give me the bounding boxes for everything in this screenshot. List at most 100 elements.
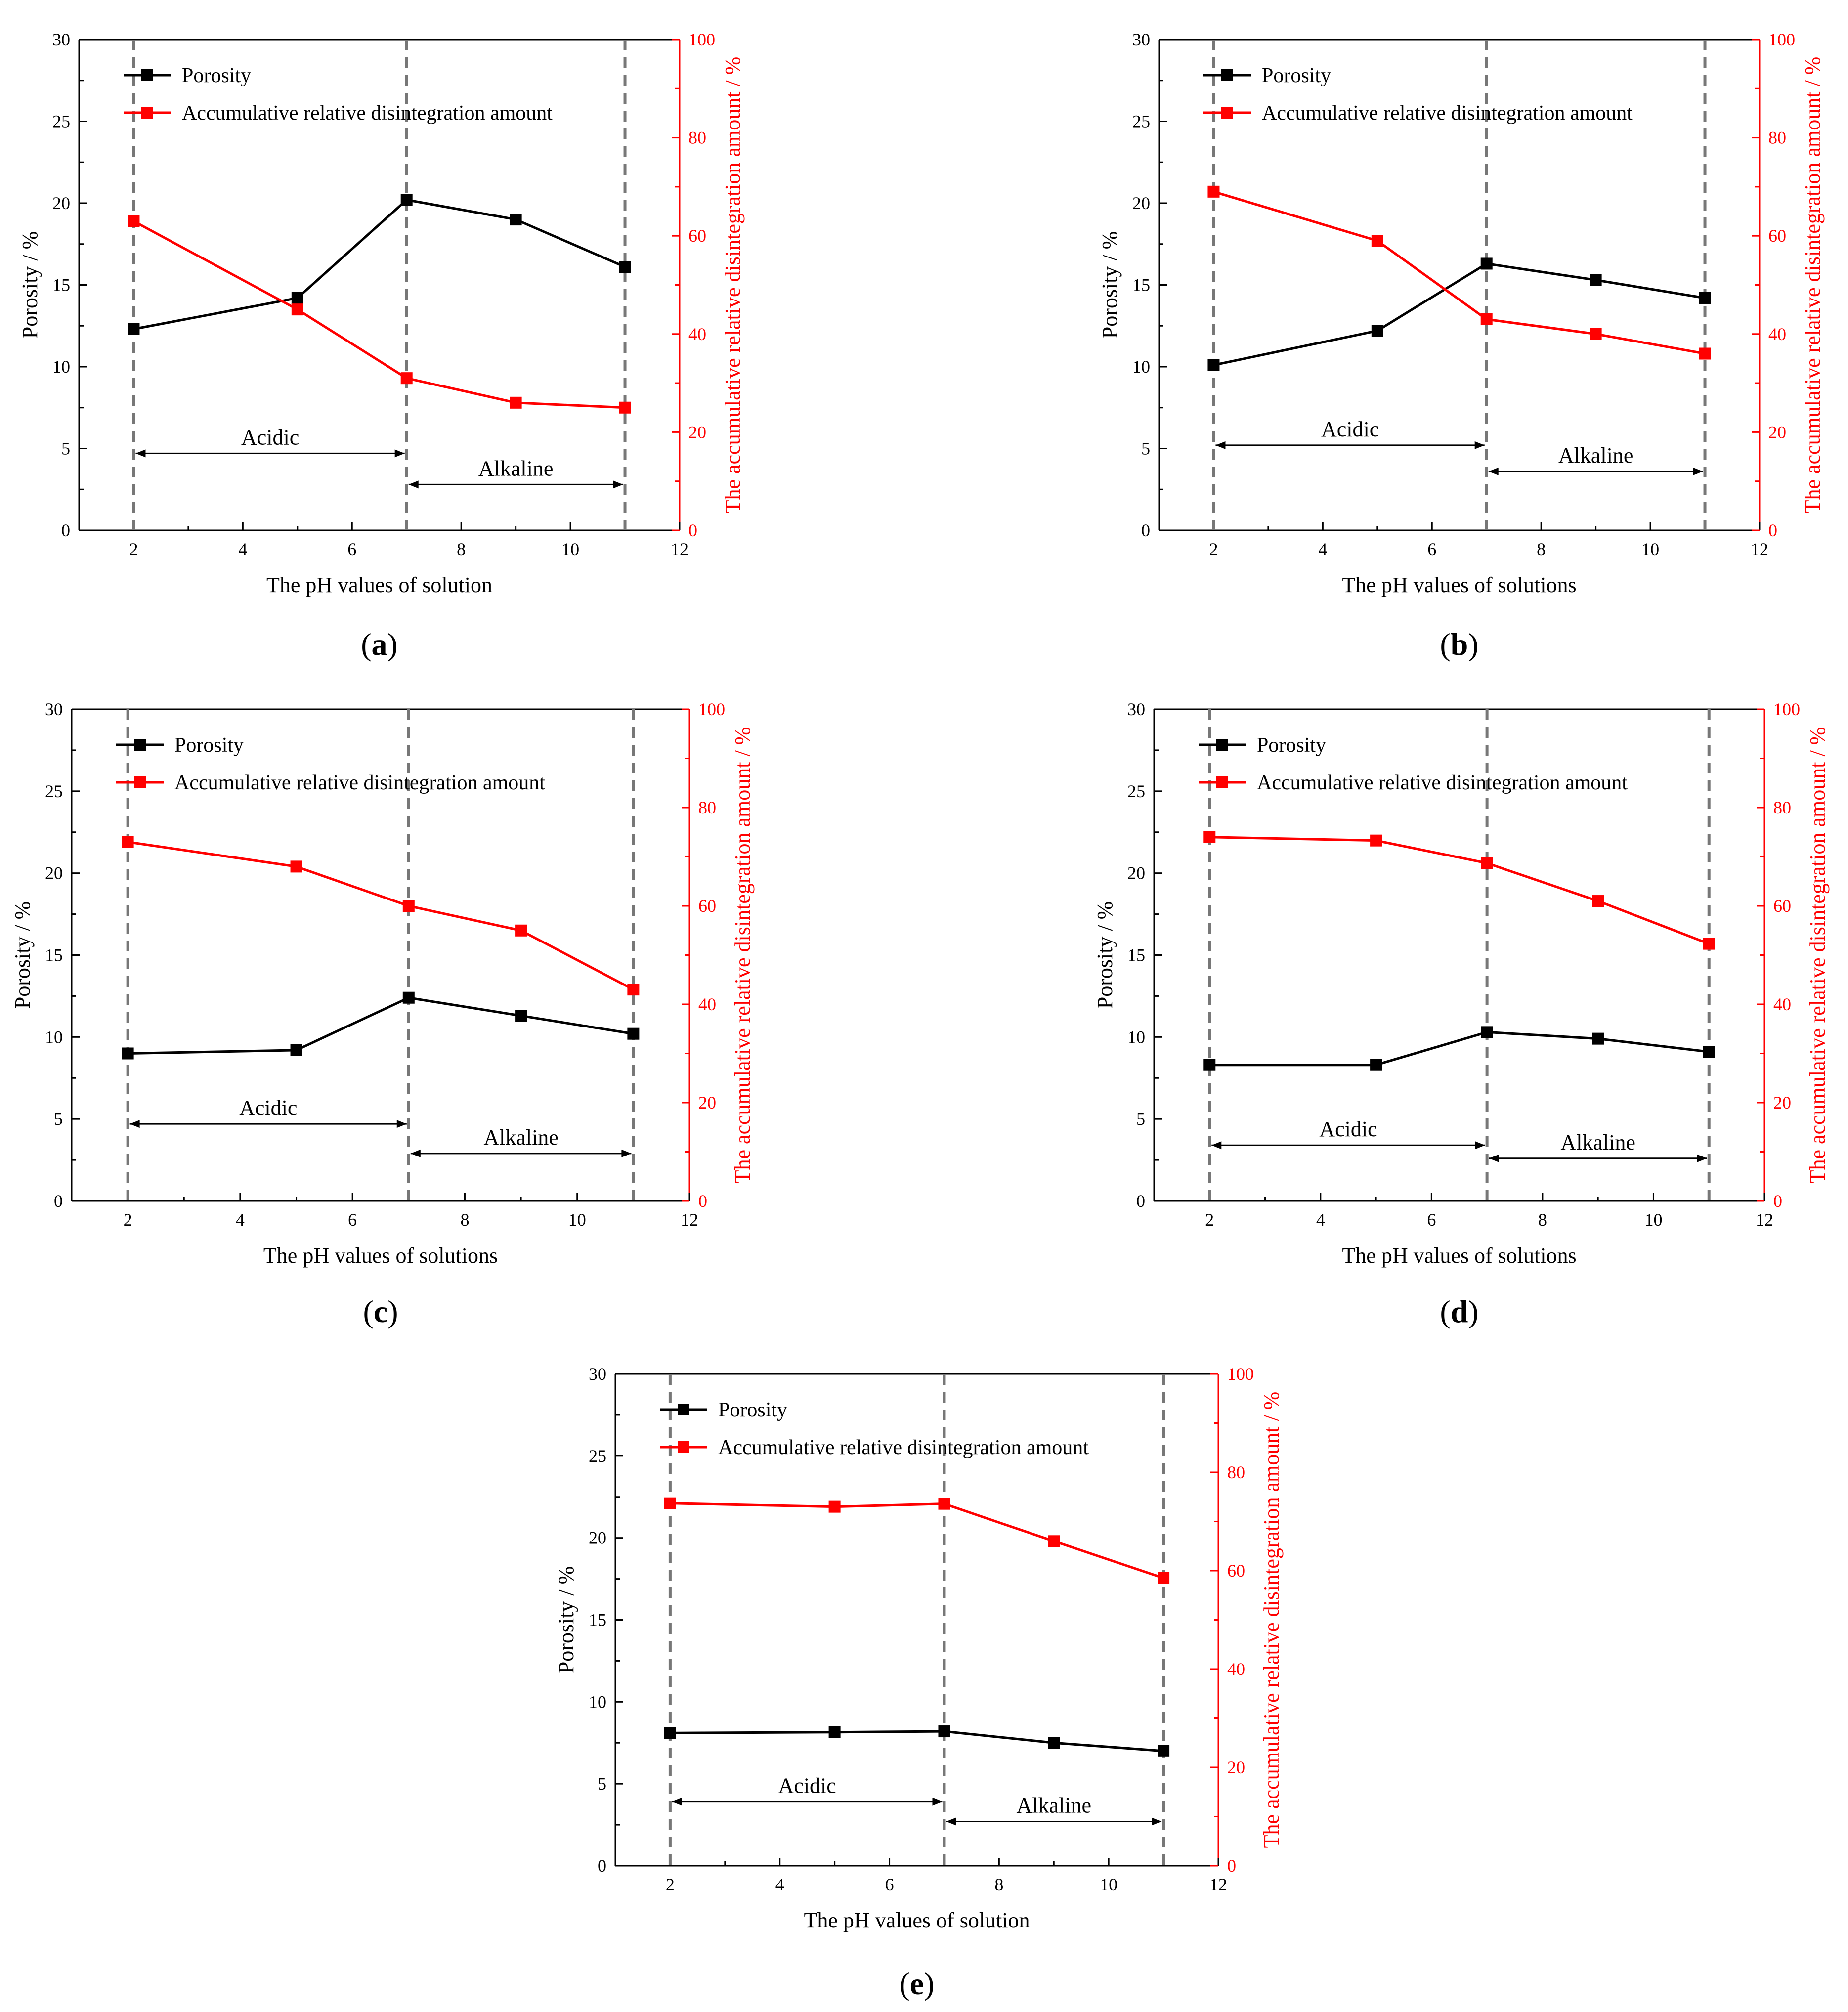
data-point-disintegration [1703,938,1715,950]
panel-label: (a) [361,627,398,662]
y2-tick-label: 0 [1227,1856,1236,1876]
x-tick-label: 6 [348,1210,357,1230]
y2-tick-label: 40 [688,324,706,344]
y2-tick-label: 100 [698,699,725,719]
data-point-porosity [1207,359,1220,371]
y2-axis-title: The accumulative relative disintegration… [721,57,745,514]
x-tick-label: 2 [129,539,138,559]
y2-axis-title: The accumulative relative disintegration… [1259,1392,1284,1848]
legend-marker [1216,776,1228,788]
y2-axis-title: The accumulative relative disintegration… [1805,727,1830,1184]
region-label: Alkaline [478,456,554,480]
x-tick-label: 4 [1316,1210,1325,1230]
legend-label: Porosity [1262,64,1331,87]
y-tick-label: 5 [1136,1109,1145,1129]
arrow-head-left-icon [1488,467,1499,475]
region-label: Alkaline [1560,1130,1635,1155]
legend-marker [134,776,146,788]
legend-marker [1216,739,1228,751]
y2-tick-label: 80 [698,798,716,817]
y2-tick-label: 20 [1773,1093,1791,1113]
y2-tick-label: 80 [688,128,706,148]
x-tick-label: 10 [568,1210,586,1230]
x-axis-title: The pH values of solution [804,1908,1030,1932]
arrow-head-left-icon [135,449,146,458]
legend-label: Accumulative relative disintegration amo… [174,771,545,794]
series-line-disintegration [1209,836,1710,945]
y2-tick-label: 0 [1768,520,1777,540]
y2-tick-label: 0 [688,520,697,540]
data-point-porosity [290,1044,302,1056]
data-point-porosity [627,1027,640,1040]
x-tick-label: 2 [1205,1210,1214,1230]
y-tick-label: 25 [1132,112,1150,131]
y-tick-label: 0 [1141,520,1150,540]
legend-marker [1221,107,1233,119]
legend-marker [678,1404,689,1415]
y-tick-label: 20 [52,193,70,213]
series-line-disintegration [670,1502,1164,1580]
y2-tick-label: 40 [698,994,716,1014]
legend-marker [134,739,146,751]
x-tick-label: 10 [1644,1210,1662,1230]
data-point-disintegration [1699,347,1711,360]
series-line-porosity [133,198,626,331]
series-line-porosity [1209,1030,1710,1067]
x-axis-title: The pH values of solutions [1342,1243,1576,1268]
arrow-head-right-icon [394,449,405,458]
y-tick-label: 20 [1127,863,1145,883]
region-label: Alkaline [483,1125,559,1150]
y-tick-label: 5 [598,1774,606,1794]
legend-label: Porosity [718,1399,787,1421]
y2-tick-label: 40 [1227,1659,1245,1679]
data-point-disintegration [1481,857,1493,869]
legend-label: Porosity [1257,734,1326,757]
data-point-porosity [1371,325,1383,337]
y-tick-label: 20 [45,863,63,883]
x-tick-label: 8 [1538,1210,1547,1230]
y-tick-label: 30 [1132,30,1150,49]
y-tick-label: 0 [61,520,70,540]
series-line-porosity [128,996,634,1055]
y-axis-title: Porosity / % [10,901,35,1009]
x-tick-label: 6 [885,1875,894,1894]
y2-tick-label: 20 [688,422,706,442]
data-point-disintegration [400,372,413,385]
panel-label: (d) [1440,1294,1478,1329]
data-point-disintegration [664,1497,676,1509]
x-axis-title: The pH values of solutions [1342,573,1576,597]
x-tick-label: 10 [1100,1875,1117,1894]
arrow-head-left-icon [946,1817,956,1826]
data-point-porosity [619,261,631,273]
y-tick-label: 15 [45,945,63,965]
data-point-porosity [1158,1745,1170,1757]
y-tick-label: 25 [1127,781,1145,801]
y-axis-title: Porosity / % [1093,901,1117,1009]
region-label: Acidic [1319,1117,1377,1141]
y-axis-title: Porosity / % [18,231,42,339]
y-tick-label: 5 [1141,439,1150,459]
y2-tick-label: 60 [1227,1561,1245,1581]
arrow-head-right-icon [1475,1141,1485,1150]
y-tick-label: 5 [54,1109,63,1129]
arrow-head-left-icon [1215,441,1226,449]
y-tick-label: 10 [52,357,70,377]
data-point-disintegration [828,1500,841,1513]
x-axis-title: The pH values of solutions [263,1243,498,1268]
data-point-porosity [1480,257,1493,270]
arrow-head-left-icon [410,1149,421,1157]
arrow-head-left-icon [129,1120,140,1128]
arrow-head-right-icon [613,480,623,489]
arrow-head-left-icon [408,480,419,489]
x-tick-label: 2 [666,1875,675,1894]
y2-tick-label: 80 [1773,798,1791,817]
y-tick-label: 10 [1132,357,1150,377]
series-line-porosity [1213,262,1705,367]
x-tick-label: 2 [1209,539,1218,559]
y2-tick-label: 100 [1768,30,1795,49]
x-tick-label: 4 [1318,539,1327,559]
data-point-disintegration [619,401,631,414]
